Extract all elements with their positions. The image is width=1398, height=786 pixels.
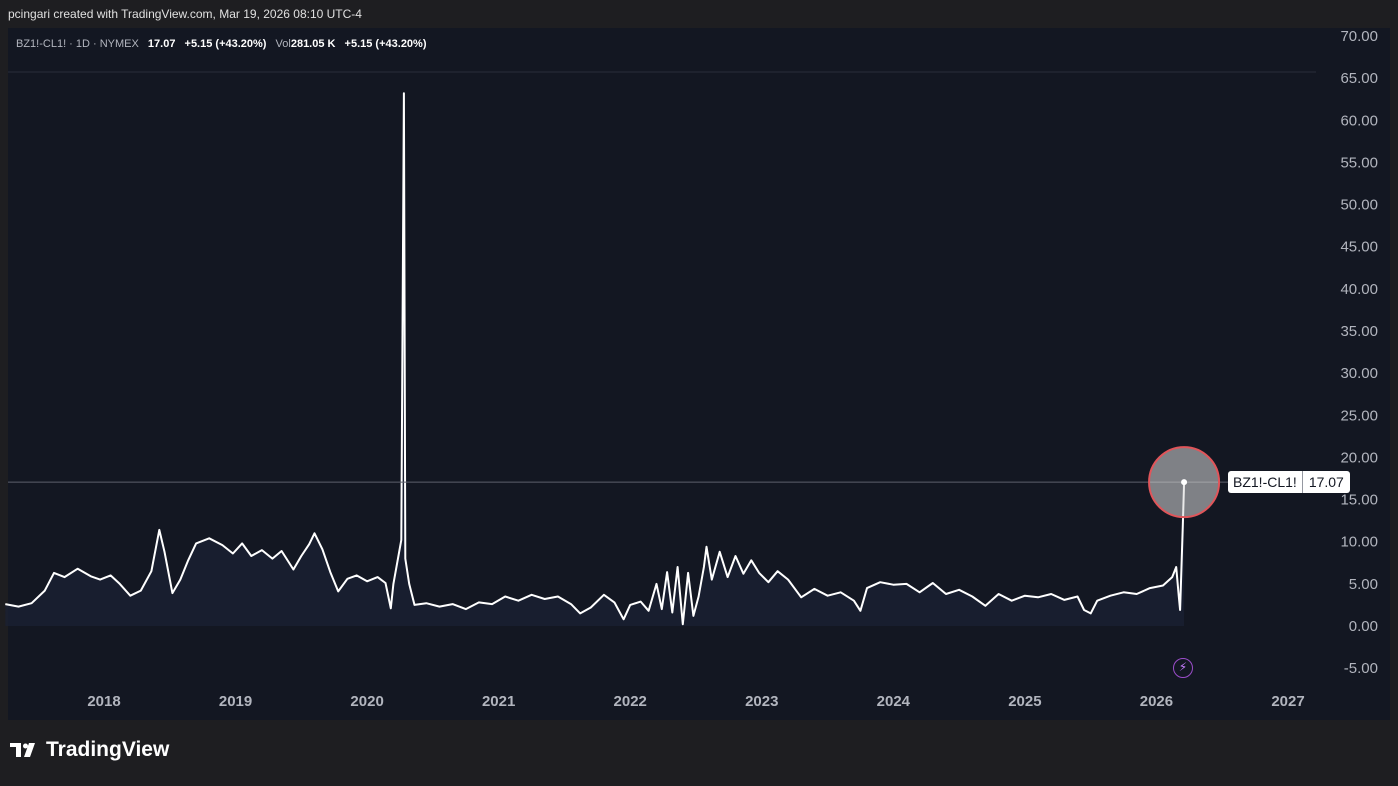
y-tick-label: 60.00 — [1340, 112, 1378, 129]
x-tick-label: 2020 — [350, 693, 383, 710]
legend-vol-change: +5.15 (+43.20%) — [344, 38, 427, 50]
price-axis-label: BZ1!-CL1! 17.07 — [1228, 471, 1350, 494]
y-tick-label: 5.00 — [1349, 576, 1378, 593]
y-tick-label: 55.00 — [1340, 154, 1378, 171]
y-tick-label: 25.00 — [1340, 407, 1378, 424]
y-tick-label: -5.00 — [1344, 660, 1378, 677]
credit-text: pcingari created with TradingView.com, M… — [8, 7, 362, 21]
legend-vol-label: Vol — [275, 38, 291, 50]
y-tick-label: 45.00 — [1340, 239, 1378, 256]
y-tick-label: 40.00 — [1340, 281, 1378, 298]
line-layer — [5, 92, 1316, 627]
y-tick-label: 65.00 — [1340, 70, 1378, 87]
x-tick-label: 2024 — [877, 693, 911, 710]
price-label-value: 17.07 — [1302, 471, 1350, 494]
legend-price: 17.07 — [147, 38, 176, 50]
y-tick-label: 0.00 — [1349, 618, 1378, 635]
legend-symbol: BZ1!-CL1! · 1D · NYMEX — [16, 38, 139, 50]
y-tick-label: 20.00 — [1340, 449, 1378, 466]
y-tick-label: 35.00 — [1340, 323, 1378, 340]
logo-text: TradingView — [46, 738, 170, 761]
y-tick-label: 70.00 — [1340, 28, 1378, 45]
y-tick-label: 30.00 — [1340, 365, 1378, 382]
legend-vol-value: 281.05 K — [290, 38, 336, 50]
x-tick-label: 2023 — [745, 693, 778, 710]
series-area — [5, 93, 1185, 627]
x-tick-label: 2027 — [1271, 693, 1304, 710]
lightning-icon[interactable]: ⚡ — [1173, 658, 1193, 678]
last-point-marker — [1181, 479, 1188, 486]
x-tick-label: 2021 — [482, 693, 515, 710]
x-tick-label: 2022 — [614, 693, 647, 710]
tradingview-logo: TradingView — [10, 738, 169, 762]
tradingview-logo-icon — [10, 743, 35, 757]
x-tick-label: 2026 — [1140, 693, 1173, 710]
price-label-name: BZ1!-CL1! — [1228, 471, 1303, 494]
axis-layer: -5.00 0.00 5.00 10.00 15.00 20.00 25.00 30.00 35… — [87, 28, 1378, 710]
x-tick-label: 2025 — [1008, 693, 1041, 710]
x-tick-label: 2018 — [87, 693, 120, 710]
y-tick-label: 50.00 — [1340, 197, 1378, 214]
x-tick-label: 2019 — [219, 693, 252, 710]
legend-change: +5.15 (+43.20%) — [184, 38, 267, 50]
series-line — [5, 92, 1186, 626]
y-tick-label: 15.00 — [1340, 492, 1378, 509]
y-tick-label: 10.00 — [1340, 534, 1378, 551]
symbol-legend[interactable]: BZ1!-CL1! · 1D · NYMEX 17.07 +5.15 (+43.… — [16, 38, 427, 50]
